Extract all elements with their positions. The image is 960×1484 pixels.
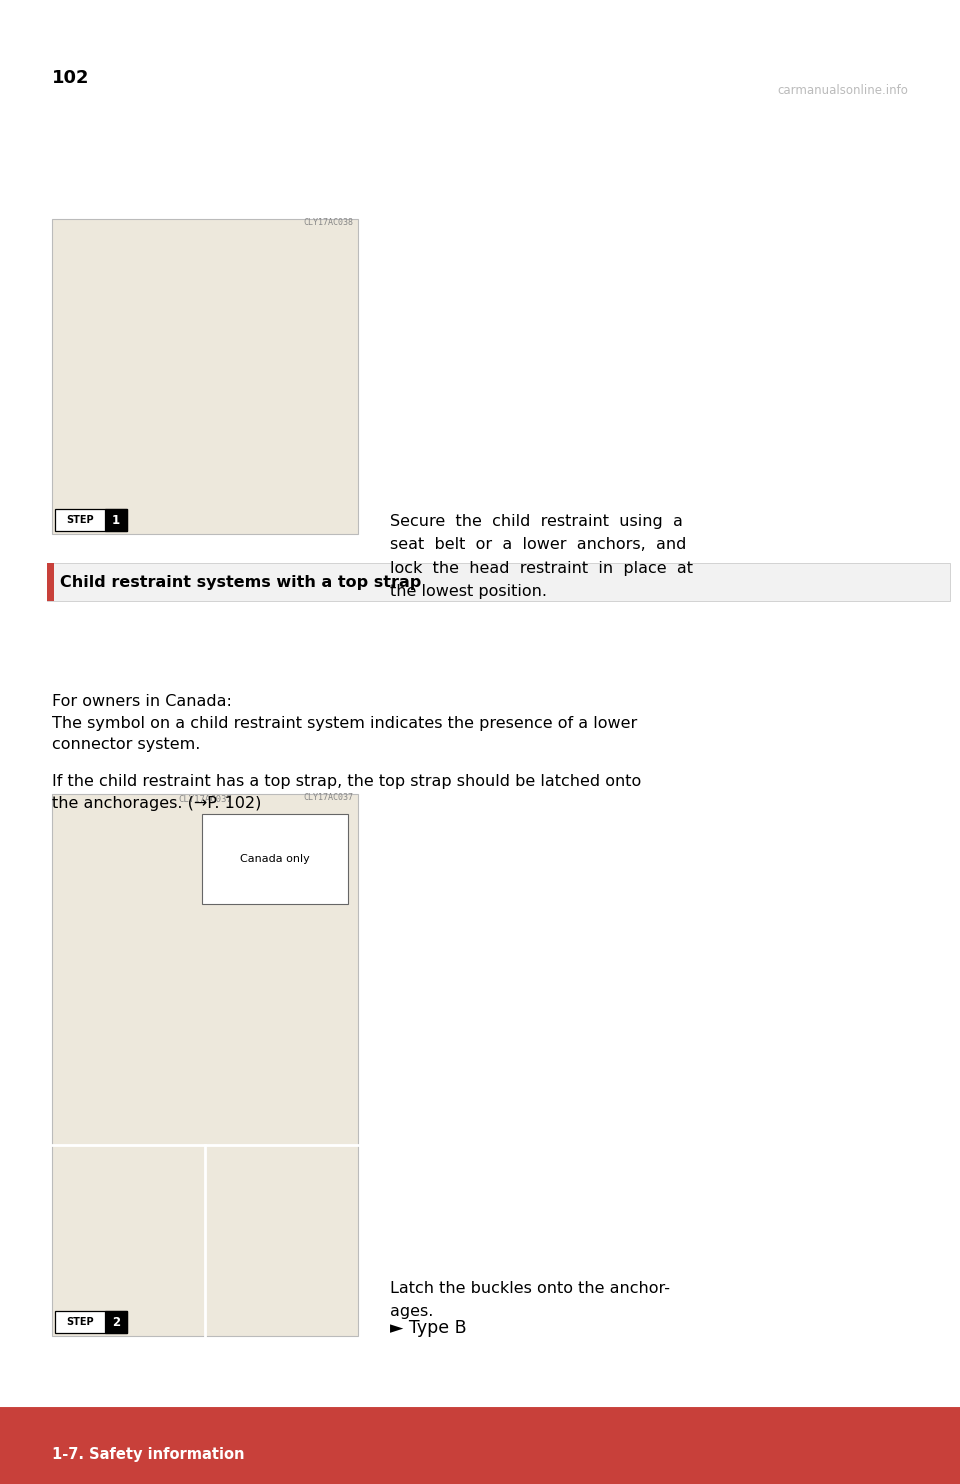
Bar — [105, 1310, 127, 1333]
Text: If the child restraint has a top strap, the top strap should be latched onto
the: If the child restraint has a top strap, … — [52, 775, 641, 810]
Text: For owners in Canada:
The symbol on a child restraint system indicates the prese: For owners in Canada: The symbol on a ch… — [52, 695, 637, 752]
Bar — [105, 509, 127, 531]
Text: STEP: STEP — [66, 1316, 94, 1327]
Text: Canada only: Canada only — [240, 853, 310, 864]
Text: 2: 2 — [112, 1315, 120, 1328]
Text: ► Type B: ► Type B — [390, 1319, 467, 1337]
Bar — [55, 1310, 127, 1333]
Bar — [55, 509, 127, 531]
Bar — [202, 815, 348, 904]
Bar — [52, 220, 358, 534]
Text: STEP: STEP — [66, 515, 94, 525]
Bar — [52, 794, 358, 1336]
Text: CLY17AC037: CLY17AC037 — [179, 795, 232, 804]
Text: 1-7. Safety information: 1-7. Safety information — [52, 1447, 245, 1462]
Bar — [47, 562, 950, 601]
Text: Secure  the  child  restraint  using  a
seat  belt  or  a  lower  anchors,  and
: Secure the child restraint using a seat … — [390, 513, 693, 600]
Text: CLY17AC038: CLY17AC038 — [303, 218, 353, 227]
Text: Child restraint systems with a top strap: Child restraint systems with a top strap — [60, 574, 421, 589]
Text: 1: 1 — [112, 513, 120, 527]
Text: Latch the buckles onto the anchor-
ages.: Latch the buckles onto the anchor- ages. — [390, 1281, 670, 1319]
Text: 102: 102 — [52, 68, 89, 88]
Text: carmanualsonline.info: carmanualsonline.info — [778, 85, 908, 96]
Bar — [47, 562, 54, 601]
Text: CLY17AC037: CLY17AC037 — [303, 792, 353, 801]
Bar — [0, 1405, 960, 1484]
